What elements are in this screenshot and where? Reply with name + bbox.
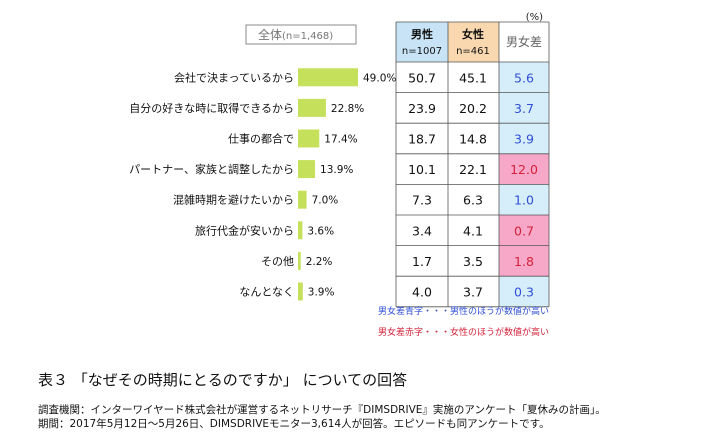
female-header-label: 女性	[462, 27, 484, 41]
male-value: 18.7	[408, 132, 436, 147]
male-value: 23.9	[408, 101, 436, 116]
caption-title: 「なぜその時期にとるのですか」 についての回答	[72, 371, 408, 389]
diff-header-cell	[499, 22, 549, 62]
bar-value-label: 49.0%	[363, 72, 396, 84]
chart-rows: 会社で決まっているから 49.0% 50.7 45.1 5.6 自分の好きな時に取得できる…	[129, 62, 549, 307]
bar	[298, 98, 326, 117]
female-value: 45.1	[459, 70, 487, 85]
diff-value: 12.0	[510, 162, 538, 177]
diff-cell-bg	[499, 62, 549, 93]
overall-header-n: (n=1,468)	[282, 31, 333, 42]
diff-value: 1.8	[514, 254, 534, 269]
diff-cell-bg	[499, 245, 549, 277]
male-value: 7.3	[412, 193, 432, 208]
bar	[298, 190, 307, 209]
diff-value: 0.3	[514, 285, 534, 300]
diff-value: 3.9	[514, 132, 534, 147]
bar-value-label: 17.4%	[324, 134, 357, 146]
bar-value-label: 3.9%	[308, 287, 335, 299]
diff-cell-bg	[499, 92, 549, 124]
category-label: 仕事の都合で	[228, 132, 294, 146]
diff-cell-bg	[499, 184, 549, 215]
overall-header-label: 全体	[258, 27, 282, 42]
legend-red-text: 男女差赤字・・・女性のほうが数値が高い	[378, 326, 549, 338]
bar	[298, 221, 303, 240]
male-header-n: n=1007	[402, 46, 442, 57]
male-value: 4.0	[412, 285, 432, 300]
diff-value: 1.0	[514, 193, 534, 208]
diff-cell-bg	[499, 153, 549, 185]
bar-value-label: 22.8%	[331, 103, 364, 115]
bar-value-label: 2.2%	[306, 256, 333, 268]
diff-cell-bg	[499, 215, 549, 246]
bar-value-label: 7.0%	[312, 195, 339, 207]
bar	[298, 129, 320, 148]
male-header-label: 男性	[411, 27, 433, 41]
source-line-1: 調査機関：インターワイヤード株式会社が運営するネットリサーチ『DIMSDRIVE…	[38, 404, 606, 416]
female-value: 6.3	[463, 193, 483, 208]
caption-prefix: 表３	[38, 371, 69, 389]
female-value: 14.8	[459, 132, 487, 147]
overall-header: 全体(n=1,468)	[258, 27, 333, 42]
diff-value: 0.7	[514, 223, 534, 238]
female-value: 3.7	[463, 285, 483, 300]
female-header-cell	[448, 22, 499, 62]
female-value: 3.5	[463, 254, 483, 269]
diff-cell-bg	[499, 276, 549, 307]
source-line-2: 期間：2017年5月12日～5月26日、DIMSDRIVEモニター3,614人が…	[38, 418, 550, 430]
table-gridlines	[395, 21, 550, 308]
legend-blue-text: 男女差青字・・・男性のほうが数値が高い	[378, 305, 549, 317]
male-value: 3.4	[412, 223, 432, 238]
category-label: なんとなく	[239, 286, 294, 299]
category-label: 混雑時期を避けたいから	[173, 193, 294, 207]
category-label: 自分の好きな時に取得できるから	[129, 101, 294, 115]
bar-value-label: 3.6%	[307, 225, 334, 237]
female-value: 22.1	[459, 162, 487, 177]
bar	[298, 251, 301, 270]
male-value: 50.7	[408, 70, 436, 85]
category-label: その他	[261, 255, 294, 268]
bar-value-label: 13.9%	[320, 164, 353, 176]
diff-cell-bg	[499, 123, 549, 154]
bar	[298, 282, 303, 301]
female-value: 4.1	[463, 223, 483, 238]
overall-header-box	[245, 24, 357, 45]
bar	[298, 160, 316, 179]
diff-value: 3.7	[514, 101, 534, 116]
unit-label: (%)	[526, 12, 543, 23]
diff-value: 5.6	[514, 70, 534, 85]
female-value: 20.2	[459, 101, 487, 116]
category-label: 旅行代金が安いから	[195, 223, 294, 237]
male-header-cell	[396, 22, 448, 62]
female-header-n: n=461	[456, 46, 490, 57]
bar	[298, 68, 358, 87]
category-label: パートナー、家族と調整したから	[129, 162, 294, 176]
chart-caption: 表３ 「なぜその時期にとるのですか」 についての回答	[38, 369, 407, 390]
diff-header-label: 男女差	[506, 34, 542, 49]
male-value: 1.7	[412, 254, 432, 269]
category-label: 会社で決まっているから	[174, 70, 294, 84]
male-value: 10.1	[408, 162, 436, 177]
